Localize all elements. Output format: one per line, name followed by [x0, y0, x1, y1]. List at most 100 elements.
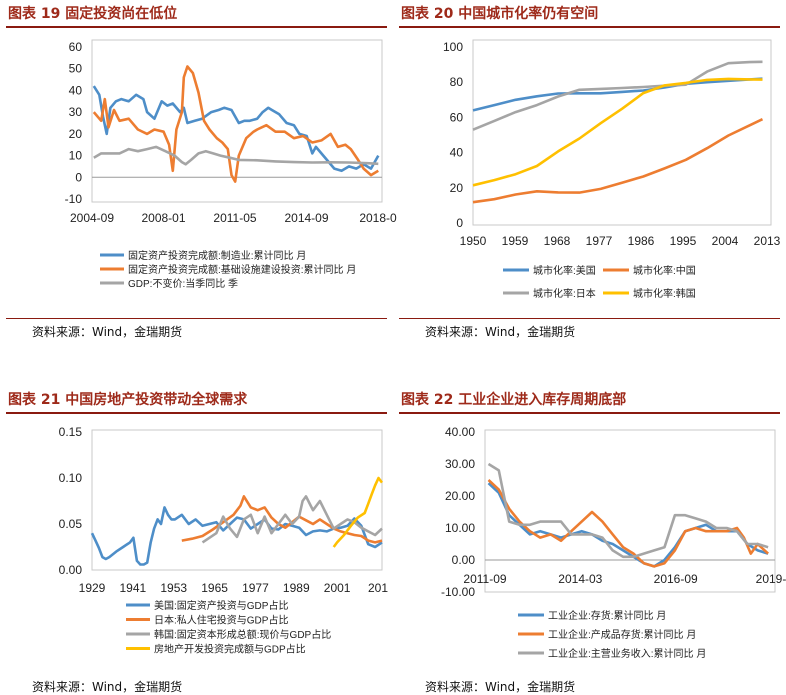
y-tick-label: 0.15	[59, 425, 83, 439]
series-line	[181, 495, 383, 544]
series-line	[90, 506, 383, 566]
chart-urbanization: 100 80 60 40 20 0 1950 1959 1968 1977 1986 1995 2004…	[443, 39, 781, 300]
y-tick-label: 20	[69, 127, 83, 141]
x-tick-label: 1929	[79, 581, 106, 595]
legend-label: 城市化率:韩国	[633, 287, 696, 300]
series-line	[487, 462, 769, 559]
legend-label: 日本:私人住宅投资与GDP占比	[154, 614, 288, 627]
title-rule	[399, 26, 780, 28]
chart-title: 图表 20 中国城市化率仍有空间	[401, 6, 599, 22]
x-tick-label: 2001	[324, 581, 351, 595]
panel-urbanization: 图表 20 中国城市化率仍有空间 100 80 60 40 20 0 1950 1959 196…	[393, 0, 786, 346]
title-rule	[399, 412, 780, 414]
y-tick-label: 0.00	[59, 563, 83, 577]
y-tick-label: 40.00	[445, 425, 475, 439]
x-tick-label: 201	[368, 581, 388, 595]
legend-label: GDP:不变价:当季同比 季	[128, 277, 238, 290]
y-tick-label: 60	[69, 40, 83, 54]
y-tick-label: 30.00	[445, 457, 475, 471]
x-tick-label: 1959	[502, 234, 529, 248]
chart-real-estate: 0.15 0.10 0.05 0.00 1929 1941 1953 1965 1977 1989…	[59, 425, 389, 656]
panel-real-estate: 图表 21 中国房地产投资带动全球需求 0.15 0.10 0.05 0.00 1929…	[0, 346, 393, 694]
y-tick-label: 40	[69, 83, 83, 97]
x-tick-label: 2014-09	[284, 211, 328, 225]
x-tick-label: 1953	[160, 581, 187, 595]
source-rule	[399, 318, 780, 319]
y-tick-label: 20.00	[445, 489, 475, 503]
x-tick-label: 2011-05	[213, 211, 256, 225]
x-tick-label: 1989	[283, 581, 310, 595]
series-line	[332, 476, 384, 548]
chart-fixed-investment: 60 50 40 30 20 10 0 -10 2004-09 2008-01 2011-05 201…	[65, 39, 397, 290]
title-rule	[6, 26, 387, 28]
x-tick-label: 2014-03	[558, 572, 602, 586]
y-tick-label: 0.10	[59, 471, 83, 485]
source-note: 资料来源：Wind，金瑞期货	[32, 325, 183, 339]
y-tick-label: 0.05	[59, 517, 83, 531]
y-tick-label: -10.00	[441, 585, 475, 599]
x-tick-label: 1995	[670, 234, 697, 248]
x-tick-label: 2004	[712, 234, 739, 248]
panel-fixed-investment: 图表 19 固定投资尚在低位 60 50 40 30 20 10 0 -10 2004-09 20…	[0, 0, 397, 346]
x-tick-label: 2019-	[756, 572, 786, 586]
plot-frame	[91, 39, 383, 203]
x-tick-label: 2008-01	[141, 211, 185, 225]
plot-frame	[91, 429, 383, 571]
y-tick-label: 30	[69, 105, 83, 119]
x-tick-label: 2011-09	[463, 572, 506, 586]
series-line	[92, 65, 379, 183]
y-tick-label: 50	[69, 62, 83, 76]
x-tick-label: 2013	[754, 234, 781, 248]
legend-label: 美国:固定资产投资与GDP占比	[154, 599, 288, 612]
series-line	[472, 118, 764, 204]
legend-label: 固定资产投资完成额:制造业:累计同比 月	[128, 249, 306, 262]
plot-frame	[472, 39, 772, 226]
title-rule	[6, 412, 387, 414]
legend-label: 固定资产投资完成额:基础设施建设投资:累计同比 月	[128, 263, 356, 276]
series-line	[93, 145, 379, 166]
legend-label: 城市化率:美国	[533, 264, 596, 277]
chart-title: 图表 19 固定投资尚在低位	[8, 6, 178, 22]
series-line	[472, 77, 763, 187]
legend-label: 工业企业:产成品存货:累计同比 月	[548, 628, 696, 641]
y-tick-label: 20	[450, 181, 464, 195]
panel-inventory-cycle: 图表 22 工业企业进入库存周期底部 40.00 30.00 20.00 10.00 0…	[393, 346, 786, 694]
legend-label: 房地产开发投资完成额与GDP占比	[154, 643, 306, 656]
y-tick-label: 10	[69, 149, 83, 163]
source-note: 资料来源：Wind，金瑞期货	[32, 680, 183, 694]
x-tick-label: 2004-09	[70, 211, 114, 225]
x-tick-label: 1950	[460, 234, 487, 248]
x-tick-label: 2016-09	[654, 572, 698, 586]
x-tick-label: 1941	[120, 581, 147, 595]
source-note: 资料来源：Wind，金瑞期货	[425, 680, 576, 694]
y-tick-label: 0	[75, 170, 82, 184]
x-tick-label: 1977	[586, 234, 613, 248]
series-line	[472, 60, 763, 131]
series-line	[201, 495, 383, 544]
y-tick-label: 100	[443, 40, 463, 54]
legend-label: 城市化率:中国	[633, 264, 696, 277]
source-note: 资料来源：Wind，金瑞期货	[425, 325, 576, 339]
legend-label: 工业企业:存货:累计同比 月	[548, 609, 666, 622]
series-line	[92, 85, 380, 173]
y-tick-label: -10	[65, 192, 83, 206]
y-tick-label: 80	[450, 75, 464, 89]
chart-title: 图表 21 中国房地产投资带动全球需求	[8, 392, 248, 408]
x-tick-label: 1968	[544, 234, 571, 248]
legend-label: 城市化率:日本	[533, 287, 596, 300]
y-tick-label: 60	[450, 110, 464, 124]
x-tick-label: 1986	[628, 234, 655, 248]
x-tick-label: 2018-0	[359, 211, 397, 225]
legend-label: 韩国:固定资本形成总额:现价与GDP占比	[154, 628, 331, 641]
y-tick-label: 0.00	[452, 553, 476, 567]
plot-frame	[484, 429, 776, 593]
legend-label: 工业企业:主营业务收入:累计同比 月	[548, 647, 706, 660]
source-rule	[6, 318, 387, 319]
chart-title: 图表 22 工业企业进入库存周期底部	[401, 392, 627, 408]
y-tick-label: 40	[450, 146, 464, 160]
y-tick-label: 0	[456, 216, 463, 230]
x-tick-label: 1977	[242, 581, 269, 595]
x-tick-label: 1965	[201, 581, 228, 595]
y-tick-label: 10.00	[445, 521, 475, 535]
